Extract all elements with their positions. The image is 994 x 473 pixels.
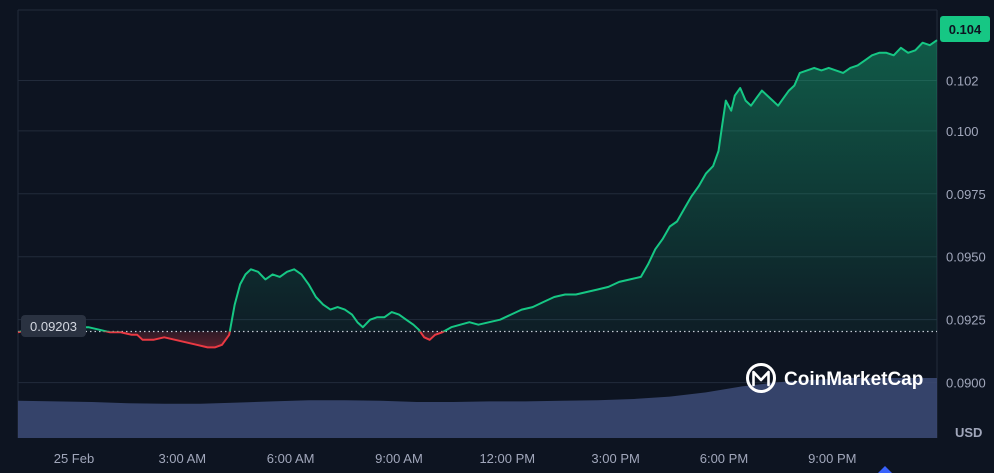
y-tick-label: 0.100 <box>946 124 979 139</box>
price-line-up <box>17 39 938 332</box>
current-price-badge: 0.104 <box>940 16 990 42</box>
price-area <box>18 40 937 348</box>
y-tick-label: 0.0975 <box>946 187 986 202</box>
coinmarketcap-logo-icon <box>746 363 776 393</box>
y-tick-label: 0.0900 <box>946 376 986 391</box>
x-tick-label: 3:00 PM <box>591 451 639 466</box>
y-axis-ticks: 0.0900 0.0925 0.0950 0.0975 0.100 0.102 <box>946 73 986 390</box>
current-price-label: 0.104 <box>949 22 982 37</box>
coinmarketcap-watermark: CoinMarketCap <box>746 363 923 393</box>
x-tick-label: 12:00 PM <box>479 451 535 466</box>
watermark-brand-text: CoinMarketCap <box>784 369 923 390</box>
x-tick-label: 6:00 PM <box>700 451 748 466</box>
price-area-up <box>18 40 937 332</box>
baseline-price-label: 0.09203 <box>30 319 77 334</box>
x-axis-ticks: 25 Feb 3:00 AM 6:00 AM 9:00 AM 12:00 PM 3:00 … <box>54 451 857 466</box>
y-tick-label: 0.102 <box>946 73 979 88</box>
price-line-down <box>17 331 446 349</box>
volume-bars <box>18 378 937 438</box>
grid-lines <box>17 9 938 438</box>
x-tick-label: 9:00 PM <box>808 451 856 466</box>
price-line <box>17 39 938 349</box>
x-tick-label: 25 Feb <box>54 451 94 466</box>
currency-label: USD <box>955 425 982 440</box>
x-tick-label: 3:00 AM <box>158 451 206 466</box>
y-tick-label: 0.0950 <box>946 250 986 265</box>
scroll-indicator-icon <box>878 466 892 473</box>
x-tick-label: 6:00 AM <box>267 451 315 466</box>
volume-area <box>18 378 937 438</box>
y-tick-label: 0.0925 <box>946 313 986 328</box>
x-tick-label: 9:00 AM <box>375 451 423 466</box>
baseline-price-badge: 0.09203 <box>21 315 86 337</box>
